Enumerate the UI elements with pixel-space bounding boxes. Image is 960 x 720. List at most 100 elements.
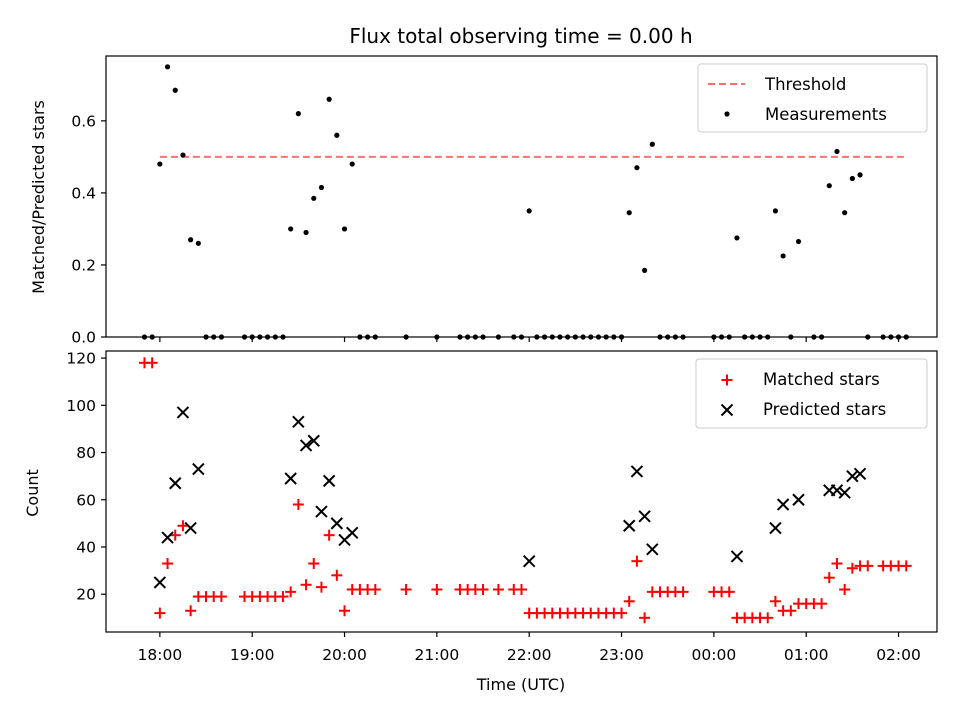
measurement-point	[188, 237, 194, 243]
predicted-star-point	[638, 510, 651, 523]
predicted-star-point	[838, 486, 851, 499]
measurement-point	[642, 267, 648, 273]
matched-star-point	[677, 586, 689, 598]
matched-star-point	[369, 583, 381, 595]
measurement-point	[157, 161, 163, 167]
measurement-point	[349, 161, 355, 167]
predicted-star-point	[730, 550, 744, 563]
matched-star-point	[623, 595, 635, 607]
measurement-point	[318, 184, 325, 191]
bottom-axes: 20 40 60 80 100 120 18:00 19:00 20:00 21:00 22:00 2…	[66, 350, 920, 664]
predicted-star-point	[322, 474, 336, 488]
x-tick-label: 02:00	[876, 646, 921, 664]
matched-star-point	[631, 555, 643, 567]
x-tick-label: 01:00	[784, 646, 829, 664]
measurement-point	[834, 148, 840, 155]
predicted-star-point	[776, 498, 790, 511]
measurement-point	[634, 165, 640, 171]
measurement-point	[826, 183, 832, 189]
matched-star-point	[285, 586, 297, 598]
x-tick-label: 18:00	[138, 646, 183, 664]
predicted-star-point	[830, 484, 844, 497]
measurement-point	[772, 208, 779, 214]
measurement-point	[842, 210, 848, 216]
predicted-star-point	[330, 517, 344, 530]
matched-star-point	[177, 520, 189, 532]
matched-star-point	[639, 612, 651, 624]
legend-threshold-label: Threshold	[764, 75, 846, 94]
predicted-star-point	[769, 521, 782, 535]
predicted-star-point	[284, 472, 297, 485]
x-tick-label: 23:00	[599, 646, 644, 664]
predicted-star-point	[853, 467, 867, 480]
matched-star-point	[162, 558, 174, 570]
legend-measurements-marker	[724, 111, 730, 117]
bottom-y-tick-label: 120	[66, 350, 96, 368]
x-tick-label: 00:00	[692, 646, 737, 664]
predicted-star-point	[315, 505, 328, 518]
measurement-point	[334, 132, 340, 138]
predicted-star-point	[792, 493, 805, 506]
predicted-star-point	[153, 576, 167, 589]
x-tick-label: 22:00	[507, 646, 552, 664]
bottom-y-tick-label: 80	[76, 444, 96, 462]
measurement-point	[172, 87, 178, 93]
measurement-point	[734, 235, 740, 241]
x-axis-label: Time (UTC)	[476, 675, 565, 694]
matched-star-point	[839, 583, 851, 595]
matched-star-point	[215, 591, 227, 603]
legend-predicted-label: Predicted stars	[763, 400, 886, 419]
predicted-star-point	[646, 543, 659, 556]
top-y-axis-label: Matched/Predicted stars	[29, 100, 48, 294]
bottom-y-tick-label: 40	[76, 538, 96, 556]
predicted-star-point	[846, 469, 859, 483]
matched-star-point	[723, 586, 735, 598]
measurement-point	[195, 240, 201, 246]
measurement-point	[849, 175, 855, 182]
matched-star-point	[862, 560, 874, 572]
bottom-panel: 20 40 60 80 100 120 18:00 19:00 20:00 21:00 22:00 2…	[23, 350, 938, 694]
matched-star-point	[431, 583, 443, 595]
legend-measurements-label: Measurements	[765, 105, 887, 124]
top-panel-frame	[105, 55, 938, 338]
matched-star-point	[785, 605, 797, 617]
measurement-point	[326, 96, 332, 102]
matched-star-point	[477, 583, 489, 595]
matched-star-point	[762, 612, 774, 624]
top-y-tick-label: 0.0	[71, 329, 96, 347]
predicted-star-point	[299, 439, 313, 452]
x-tick-label: 21:00	[415, 646, 460, 664]
matched-star-point	[277, 591, 289, 603]
top-panel: 0.0 0.2 0.4 0.6 Matched/Predicted stars Thr…	[29, 55, 938, 347]
matched-star-point	[516, 583, 527, 595]
bottom-y-axis-label: Count	[23, 469, 42, 517]
matched-star-point	[616, 607, 628, 619]
legend-matched-label: Matched stars	[763, 370, 880, 389]
measurement-point	[295, 111, 301, 117]
predicted-star-point	[522, 554, 536, 568]
matched-star-point	[315, 581, 327, 593]
measurement-point	[303, 229, 309, 236]
predicted-star-point	[176, 406, 190, 419]
legend-matched-marker	[721, 374, 733, 386]
predicted-star-point	[630, 465, 644, 478]
matched-star-point	[154, 607, 166, 619]
x-tick-label: 20:00	[322, 646, 367, 664]
top-legend-box	[697, 63, 928, 133]
x-tick-label: 19:00	[230, 646, 275, 664]
measurement-point	[311, 195, 317, 201]
predicted-star-point	[307, 434, 320, 447]
bottom-legend-box	[695, 358, 928, 429]
legend-predicted-marker	[720, 403, 734, 417]
top-marks	[141, 64, 909, 340]
matched-star-point	[816, 598, 828, 610]
measurement-point	[288, 226, 294, 232]
bottom-legend: Matched stars Predicted stars	[695, 358, 928, 429]
predicted-star-point	[346, 526, 359, 540]
predicted-star-point	[169, 477, 182, 490]
measurement-point	[780, 253, 786, 259]
bottom-marks	[138, 357, 912, 624]
matched-star-point	[769, 595, 781, 607]
bottom-y-tick-label: 100	[66, 397, 96, 415]
